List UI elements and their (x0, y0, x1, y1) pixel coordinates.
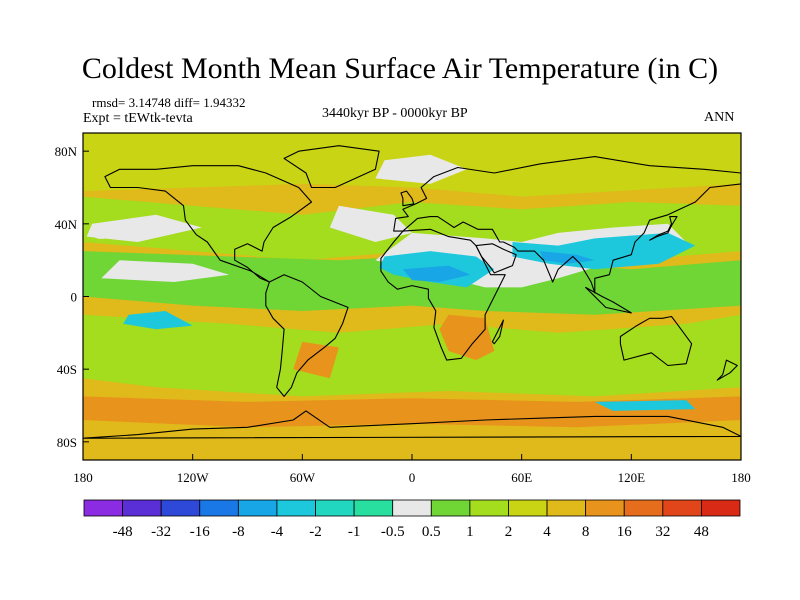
region-cold-sahel (402, 265, 471, 282)
colorbar-level-label: 16 (617, 524, 633, 540)
temperature-field (83, 133, 741, 460)
chart-title: Coldest Month Mean Surface Air Temperatu… (81, 52, 719, 85)
colorbar-level-label: -48 (113, 524, 133, 540)
region-neutral-spot (91, 226, 112, 239)
x-tick-label: 60W (290, 470, 316, 485)
colorbar-level-label: 2 (505, 524, 513, 540)
y-tick-label: 80S (57, 435, 77, 450)
x-tick-label: 0 (409, 470, 416, 485)
colorbar-level-label: 4 (543, 524, 551, 540)
x-tick-label: 60E (511, 470, 532, 485)
colorbar-level-label: -4 (271, 524, 284, 540)
coast-eurasia (393, 156, 741, 294)
coast-africa (380, 228, 506, 361)
coast-arabia (475, 243, 517, 274)
region-neutral-natl (329, 205, 412, 242)
coast-uk (400, 190, 415, 207)
region-cold-spac (123, 311, 193, 330)
coast-north-america (104, 165, 313, 283)
region-south-green (83, 314, 741, 397)
colorbar-swatch (546, 499, 587, 517)
colorbar-level-label: 48 (694, 524, 709, 540)
experiment-label: Expt = tEWtk-tevta (83, 111, 193, 126)
colorbar-swatch (392, 499, 432, 517)
coast-japan (649, 216, 678, 241)
coast-australia (619, 315, 693, 367)
x-tick-label: 120E (618, 470, 646, 485)
region-neutral-epac (101, 260, 230, 282)
y-tick-label: 40S (57, 362, 77, 377)
region-south-america-warm (293, 341, 339, 379)
colorbar-level-label: -0.5 (381, 524, 405, 540)
region-south-africa-warm (439, 314, 495, 361)
x-axis: 180 120W 60W 0 60E 120E 180 (73, 454, 751, 485)
colorbar-swatch (315, 499, 355, 517)
x-tick-label: 120W (177, 470, 210, 485)
coast-madagascar (491, 319, 504, 345)
colorbar-level-label: 0.5 (422, 524, 441, 540)
colorbar-level-label: -2 (309, 524, 322, 540)
colorbar-level-label: -1 (348, 524, 361, 540)
colorbar-swatch (276, 499, 316, 517)
y-tick-label: 40N (55, 217, 78, 232)
colorbar-swatch (623, 499, 664, 517)
y-tick-label: 0 (71, 290, 78, 305)
colorbar-swatch (701, 499, 741, 517)
season-label: ANN (704, 110, 735, 125)
x-tick-label: 180 (731, 470, 751, 485)
coast-greenland (283, 145, 380, 189)
colorbar: -48 -32 -16 -8 -4 -2 -1 -0.5 0.5 1 2 4 8 16 32 48 (83, 499, 741, 540)
coastlines (83, 145, 741, 439)
colorbar-level-label: -32 (151, 524, 171, 540)
colorbar-swatch (430, 499, 471, 517)
colorbar-swatch (122, 499, 162, 517)
y-tick-label: 80N (55, 144, 78, 159)
colorbar-swatch (353, 499, 394, 517)
period-label: 3440kyr BP - 0000kyr BP (322, 106, 468, 121)
colorbar-level-label: 32 (655, 524, 670, 540)
region-cold-india (539, 251, 595, 264)
y-axis: 80N 40N 0 40S 80S (55, 144, 89, 450)
colorbar-level-label: -16 (190, 524, 210, 540)
colorbar-swatch (160, 499, 201, 517)
colorbar-swatch (469, 499, 509, 517)
rmsd-diff-stats: rmsd= 3.14748 diff= 1.94332 (92, 95, 246, 110)
coast-indonesia (585, 286, 632, 314)
coast-south-america (265, 274, 349, 397)
x-tick-label: 180 (73, 470, 93, 485)
region-southern-ocean-warm (83, 396, 741, 428)
colorbar-swatch (508, 499, 548, 517)
colorbar-level-label: -8 (232, 524, 245, 540)
colorbar-swatch (662, 499, 702, 517)
colorbar-level-label: 1 (466, 524, 474, 540)
coast-nz (716, 359, 738, 381)
colorbar-swatch (199, 499, 239, 517)
region-neutral-npac (86, 214, 202, 242)
colorbar-swatch (585, 499, 625, 517)
region-cold-antarctic-coast (594, 400, 696, 411)
coast-antarctica (83, 410, 741, 439)
colorbar-swatch (237, 499, 278, 517)
colorbar-swatch (83, 499, 123, 517)
colorbar-level-label: 8 (582, 524, 590, 540)
region-neutral-arctic (375, 154, 467, 184)
